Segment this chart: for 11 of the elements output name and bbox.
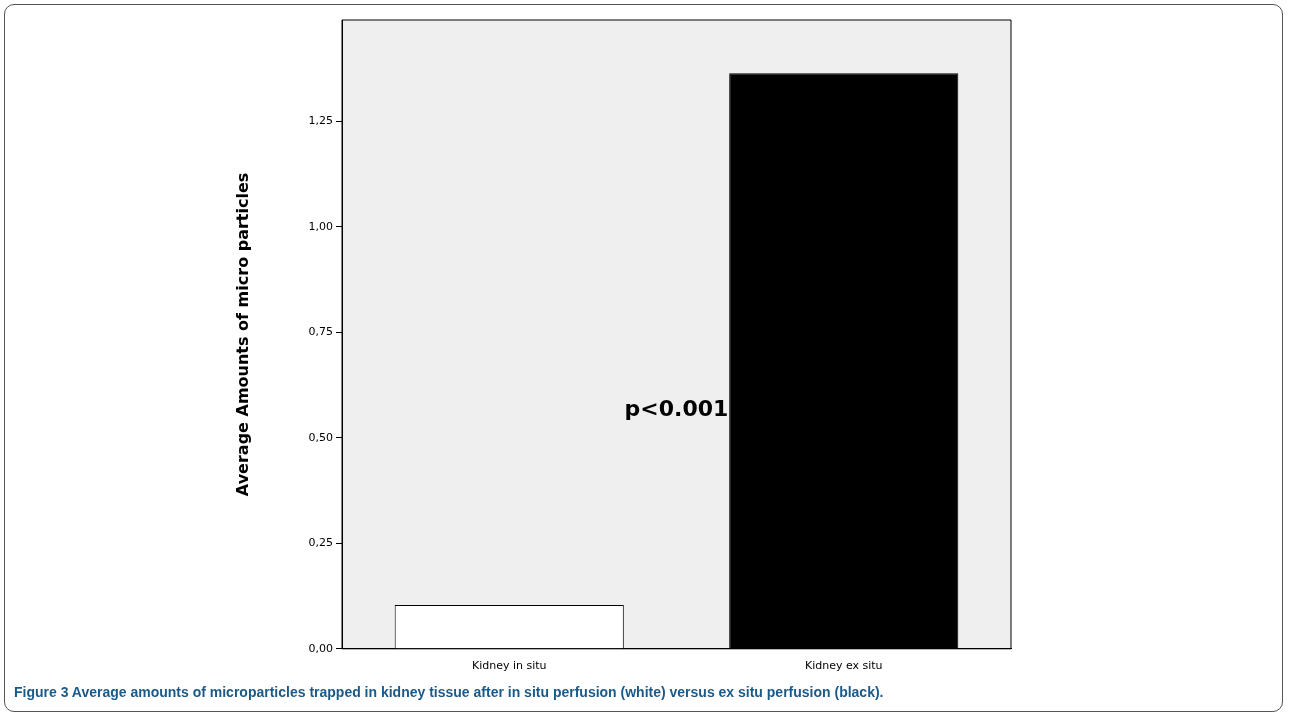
x-tick-label: Kidney ex situ [804,659,883,673]
x-tick-label: Kidney in situ [471,659,547,673]
y-tick-label: 0,00 [308,641,333,655]
y-tick-label: 0,50 [308,430,333,444]
annotation: p<0.001 [624,395,729,421]
caption: Figure 3 Average amounts of microparticles trapped in kidney tissue after in situ perfusion (white) versus ex situ perfusion (black). [14,684,884,700]
y-tick-label: 0,75 [308,325,333,339]
y-tick-label: 1,00 [308,219,333,233]
y-tick-label: 0,25 [308,536,333,550]
y-axis-title: Average Amounts of micro particles [232,172,252,497]
y-tick-label: 1,25 [308,114,333,128]
